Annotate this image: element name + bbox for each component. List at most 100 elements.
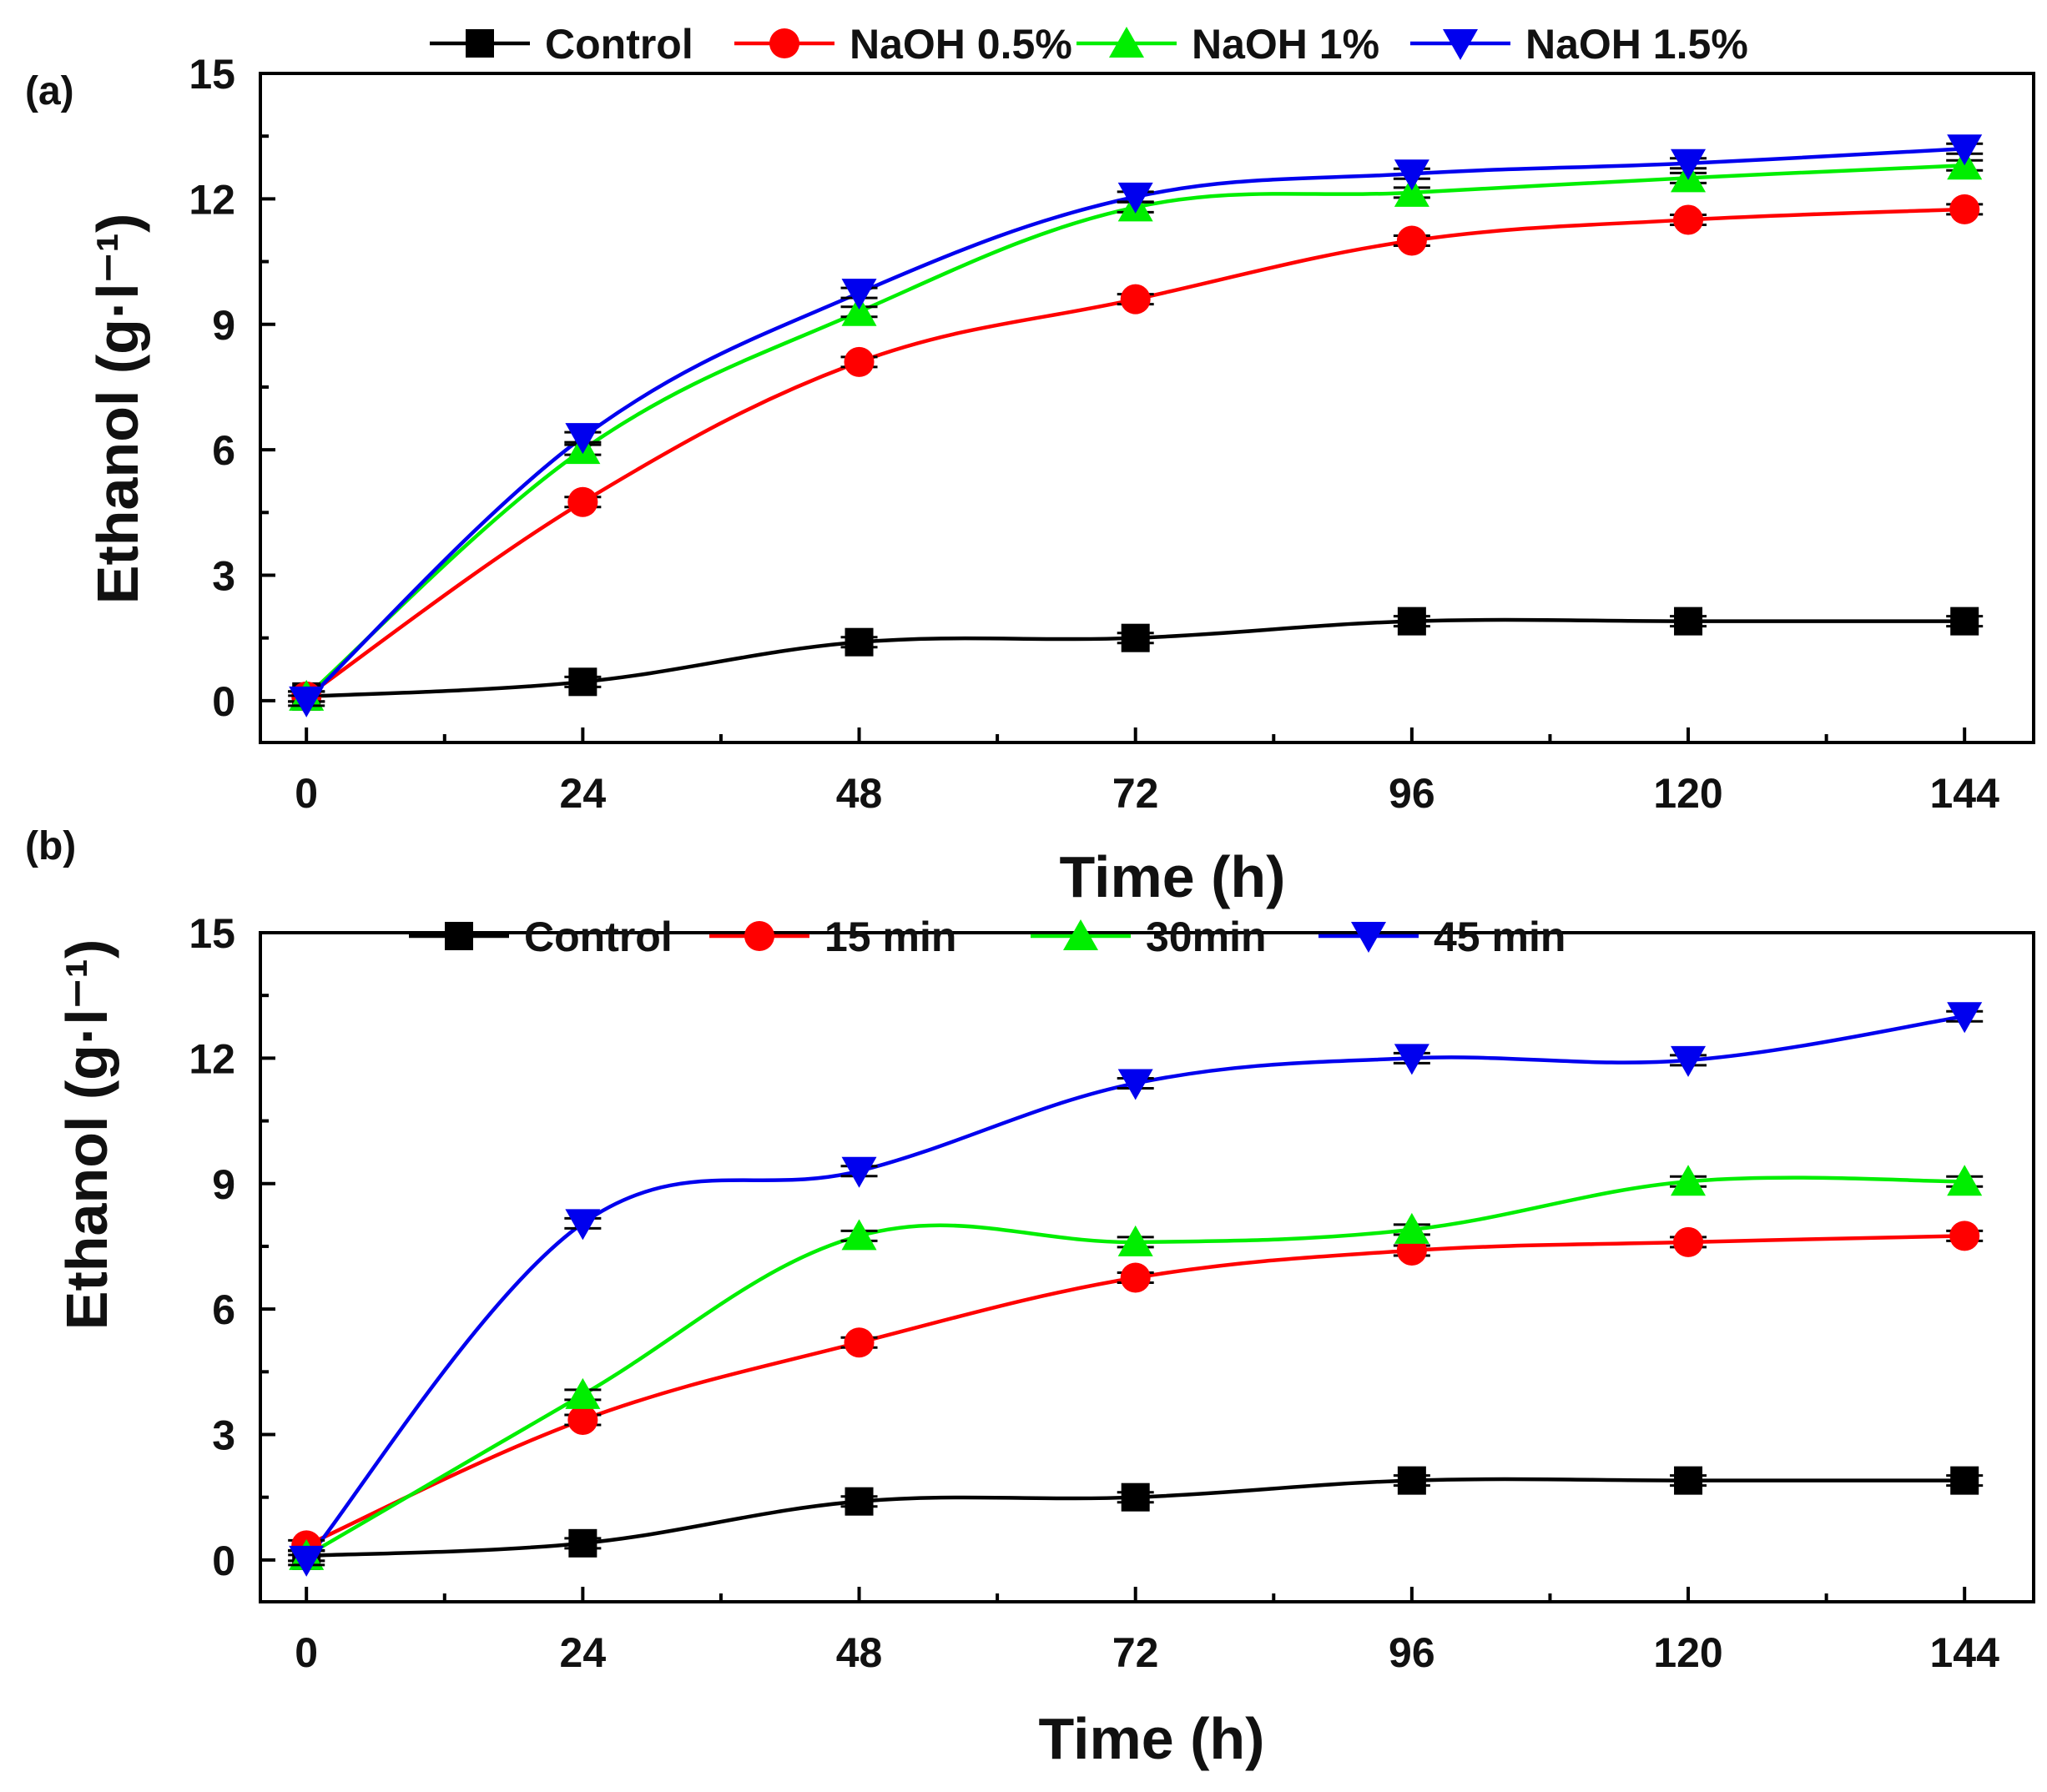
y-tick-label: 15	[189, 910, 235, 957]
plot-frame-a	[259, 72, 2035, 744]
data-point	[1394, 175, 1429, 207]
y-tick-label: 12	[189, 1035, 235, 1082]
data-point	[567, 1404, 598, 1435]
legend-marker	[1443, 29, 1478, 60]
y-tick-label: 6	[212, 1286, 235, 1333]
x-tick-label: 0	[295, 770, 318, 817]
y-tick-label: 0	[212, 1538, 235, 1584]
x-tick-label: 144	[1929, 770, 1999, 817]
data-point	[1947, 1165, 1983, 1196]
x-tick-label: 120	[1653, 770, 1722, 817]
panel-label-b: (b)	[25, 824, 76, 868]
y-tick-label: 15	[189, 51, 235, 98]
series-line	[305, 207, 1965, 698]
x-tick-label: 0	[295, 1629, 318, 1676]
legend-item: 15 min	[709, 914, 956, 960]
legend-item: Control	[430, 21, 693, 68]
legend-label: 30min	[1146, 914, 1267, 960]
y-tick-label: 12	[189, 176, 235, 223]
x-tick-label: 48	[836, 1629, 883, 1676]
y-tick-label: 0	[212, 678, 235, 725]
data-point	[1671, 148, 1707, 180]
x-tick-label: 24	[560, 770, 607, 817]
y-tick-label: 9	[212, 302, 235, 349]
data-point	[841, 1219, 877, 1251]
series-a	[288, 134, 1984, 717]
legend-label: 15 min	[824, 914, 956, 960]
data-point	[1397, 607, 1426, 636]
data-point	[1950, 607, 1979, 636]
x-tick-label: 48	[836, 770, 883, 817]
legend-a: Control NaOH 0.5% NaOH 1% NaOH 1.5%	[430, 21, 1748, 68]
legend-marker	[769, 28, 799, 58]
legend-item: Control	[409, 914, 673, 960]
legend-marker	[1063, 919, 1098, 950]
legend-label: NaOH 0.5%	[850, 21, 1072, 68]
data-point	[841, 294, 877, 326]
data-point	[1117, 1225, 1153, 1256]
legend-item: 45 min	[1318, 914, 1566, 960]
x-axis-label-a: Time (h)	[1060, 844, 1286, 909]
data-point	[1121, 623, 1150, 652]
x-tick-label: 96	[1389, 770, 1435, 817]
y-axis-label-a: Ethanol (g·l⁻¹)	[85, 214, 150, 605]
y-tick-label: 3	[212, 1412, 235, 1459]
legend-marker	[445, 922, 473, 950]
data-point	[1396, 225, 1427, 256]
plot-frame-b	[259, 931, 2035, 1603]
data-point	[1117, 182, 1153, 214]
data-point	[845, 627, 874, 657]
data-point	[1397, 1466, 1426, 1495]
data-point	[1950, 1466, 1979, 1495]
chart-panel-a: (a) 0 24 48 72 96 120 144 0 3 6 9 12 15 Control NaOH …	[25, 21, 2035, 909]
legend-marker	[744, 921, 774, 951]
data-point	[1394, 159, 1429, 191]
data-point	[841, 279, 877, 310]
legend-item: NaOH 1.5%	[1410, 21, 1748, 68]
y-tick-label: 9	[212, 1161, 235, 1208]
legend-b: Control 15 min 30min 45 min	[409, 914, 1566, 960]
series-line	[305, 146, 1965, 702]
data-point	[1120, 284, 1151, 315]
legend-item: 30min	[1031, 914, 1267, 960]
legend-marker	[1351, 922, 1386, 953]
data-point	[565, 1209, 601, 1241]
data-point	[289, 686, 325, 717]
data-point	[1673, 204, 1704, 235]
legend-label: NaOH 1%	[1192, 21, 1379, 68]
data-point	[1949, 1221, 1980, 1251]
x-tick-label: 120	[1653, 1629, 1722, 1676]
data-point	[568, 667, 597, 697]
legend-marker	[466, 29, 494, 58]
data-point	[1947, 1002, 1983, 1034]
panel-label-a: (a)	[25, 69, 74, 113]
data-point	[1674, 1466, 1703, 1495]
data-point	[1674, 607, 1703, 636]
data-point	[1121, 1482, 1150, 1512]
data-point	[565, 1377, 601, 1409]
x-tick-label: 24	[560, 1629, 607, 1676]
data-point	[1117, 1069, 1153, 1100]
data-point	[845, 1487, 874, 1516]
legend-label: Control	[545, 21, 693, 68]
data-point	[1949, 194, 1980, 224]
ticks-a: 0 24 48 72 96 120 144 0 3 6 9 12 15	[189, 51, 1999, 817]
chart-panel-b: (b) 0 24 48 72 96 120 144 0 3 6 9 12 15 Control 15 mi…	[25, 824, 2035, 1771]
x-axis-label-b: Time (h)	[1039, 1706, 1265, 1771]
legend-label: 45 min	[1434, 914, 1566, 960]
legend-marker	[1109, 27, 1144, 58]
y-axis-label-b: Ethanol (g·l⁻¹)	[54, 939, 119, 1331]
data-point	[568, 1528, 597, 1558]
x-tick-label: 72	[1112, 770, 1159, 817]
ticks-b: 0 24 48 72 96 120 144 0 3 6 9 12 15	[189, 910, 1999, 1676]
x-tick-label: 72	[1112, 1629, 1159, 1676]
data-point	[844, 1327, 875, 1358]
series-line	[305, 164, 1965, 698]
x-tick-label: 96	[1389, 1629, 1435, 1676]
legend-item: NaOH 1%	[1076, 21, 1379, 68]
series-b	[288, 1002, 1984, 1577]
data-point	[841, 1156, 877, 1188]
legend-item: NaOH 0.5%	[734, 21, 1072, 68]
data-point	[1671, 1165, 1707, 1196]
data-point	[289, 1545, 325, 1577]
